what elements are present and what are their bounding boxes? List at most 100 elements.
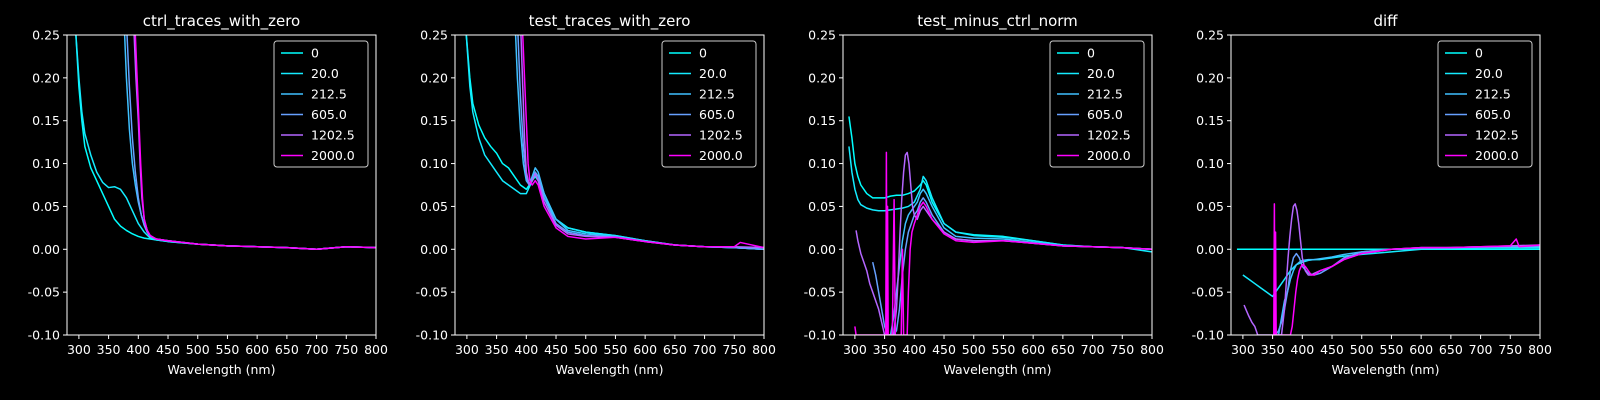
legend-label: 605.0: [699, 107, 735, 122]
y-tick-label: 0.05: [808, 199, 836, 214]
x-tick-label: 750: [1110, 342, 1134, 357]
plot-frame: [842, 34, 1153, 336]
x-tick-label: 600: [245, 342, 269, 357]
x-tick-label: 300: [455, 342, 479, 357]
y-tick-label: 0.10: [1196, 156, 1224, 171]
series-line-1: [1242, 246, 1540, 298]
x-axis-label: Wavelength (nm): [1332, 362, 1440, 377]
x-tick-label: 400: [1290, 342, 1314, 357]
x-tick-label: 700: [305, 342, 329, 357]
x-tick-label: 800: [1140, 342, 1164, 357]
x-tick-label: 650: [1051, 342, 1075, 357]
legend-label: 212.5: [1087, 87, 1123, 102]
x-tick-label: 700: [1081, 342, 1105, 357]
y-tick-label: 0.15: [420, 113, 448, 128]
x-tick-label: 600: [1409, 342, 1433, 357]
y-tick-label: 0.10: [420, 156, 448, 171]
legend-label: 20.0: [1087, 66, 1115, 81]
y-tick-label: 0.25: [420, 28, 448, 43]
x-tick-label: 750: [334, 342, 358, 357]
plot-frame: [1230, 34, 1541, 336]
chart-panel-3: diff 0.25 0.20 0.15 0.10 0.05 0.00 -0.05 -0.10 30…: [1192, 12, 1552, 377]
x-tick-label: 550: [1380, 342, 1404, 357]
series-line-5: [134, 35, 376, 251]
x-tick-label: 300: [67, 342, 91, 357]
x-tick-label: 400: [126, 342, 150, 357]
y-tick-label: -0.10: [1192, 328, 1224, 343]
legend-label: 0: [699, 46, 707, 61]
legend-label: 0: [1087, 46, 1095, 61]
chart-panel-2: test_minus_ctrl_norm 0.25 0.20 0.15 0.10 0.05…: [804, 12, 1164, 377]
y-tick-label: 0.05: [1196, 199, 1224, 214]
y-tick-label: -0.10: [28, 328, 60, 343]
x-tick-label: 500: [186, 342, 210, 357]
x-axis-label: Wavelength (nm): [944, 362, 1052, 377]
legend-label: 20.0: [699, 66, 727, 81]
chart-title: ctrl_traces_with_zero: [143, 12, 300, 31]
series-line-1: [848, 146, 1152, 253]
x-tick-label: 700: [1469, 342, 1493, 357]
y-tick-label: 0.00: [32, 242, 60, 257]
plot-frame: [454, 34, 765, 336]
x-tick-label: 450: [156, 342, 180, 357]
legend-label: 212.5: [311, 87, 347, 102]
x-tick-label: 300: [1231, 342, 1255, 357]
y-tick-label: 0.05: [420, 199, 448, 214]
y-tick-label: 0.25: [808, 28, 836, 43]
y-tick-label: 0.15: [808, 113, 836, 128]
legend-label: 0: [1475, 46, 1483, 61]
series-lines: [848, 116, 1152, 335]
x-axis-label: Wavelength (nm): [556, 362, 664, 377]
legend-label: 605.0: [1087, 107, 1123, 122]
y-tick-label: 0.25: [1196, 28, 1224, 43]
x-tick-label: 300: [843, 342, 867, 357]
x-tick-label: 600: [633, 342, 657, 357]
y-tick-label: -0.05: [804, 285, 836, 300]
chart-panel-0: ctrl_traces_with_zero 0.25 0.20 0.15 0.10 0.0…: [28, 12, 388, 377]
x-tick-label: 650: [1439, 342, 1463, 357]
y-tick-label: 0.00: [808, 242, 836, 257]
x-tick-label: 550: [604, 342, 628, 357]
x-tick-label: 650: [275, 342, 299, 357]
legend-label: 2000.0: [1475, 148, 1519, 163]
x-tick-label: 350: [97, 342, 121, 357]
x-tick-label: 550: [216, 342, 240, 357]
legend-label: 2000.0: [1087, 148, 1131, 163]
x-tick-label: 500: [962, 342, 986, 357]
y-tick-label: 0.00: [420, 242, 448, 257]
y-tick-label: 0.00: [1196, 242, 1224, 257]
chart-title: test_minus_ctrl_norm: [917, 12, 1078, 31]
legend: 0 20.0 212.5 605.0 1202.5 2000.0: [1049, 40, 1145, 168]
y-tick-label: 0.10: [32, 156, 60, 171]
x-tick-label: 750: [722, 342, 746, 357]
legend: 0 20.0 212.5 605.0 1202.5 2000.0: [273, 40, 369, 168]
y-tick-label: -0.05: [1192, 285, 1224, 300]
x-tick-label: 400: [902, 342, 926, 357]
x-tick-label: 800: [364, 342, 388, 357]
x-tick-label: 700: [693, 342, 717, 357]
x-tick-label: 450: [1320, 342, 1344, 357]
y-tick-label: -0.10: [416, 328, 448, 343]
x-tick-label: 350: [485, 342, 509, 357]
x-tick-label: 600: [1021, 342, 1045, 357]
x-tick-label: 750: [1498, 342, 1522, 357]
x-tick-label: 800: [752, 342, 776, 357]
x-tick-label: 800: [1528, 342, 1552, 357]
series-line-5: [1273, 203, 1540, 335]
y-tick-label: 0.20: [1196, 70, 1224, 85]
legend-label: 1202.5: [311, 128, 355, 143]
y-tick-label: 0.20: [808, 70, 836, 85]
x-tick-label: 400: [514, 342, 538, 357]
y-tick-label: -0.05: [28, 285, 60, 300]
y-tick-label: 0.10: [808, 156, 836, 171]
series-lines: [1236, 203, 1540, 335]
chart-title: diff: [1373, 12, 1398, 30]
legend: 0 20.0 212.5 605.0 1202.5 2000.0: [1437, 40, 1533, 168]
y-tick-label: 0.05: [32, 199, 60, 214]
x-tick-label: 650: [663, 342, 687, 357]
x-axis-label: Wavelength (nm): [168, 362, 276, 377]
chart-title: test_traces_with_zero: [529, 12, 691, 31]
legend-label: 20.0: [311, 66, 339, 81]
